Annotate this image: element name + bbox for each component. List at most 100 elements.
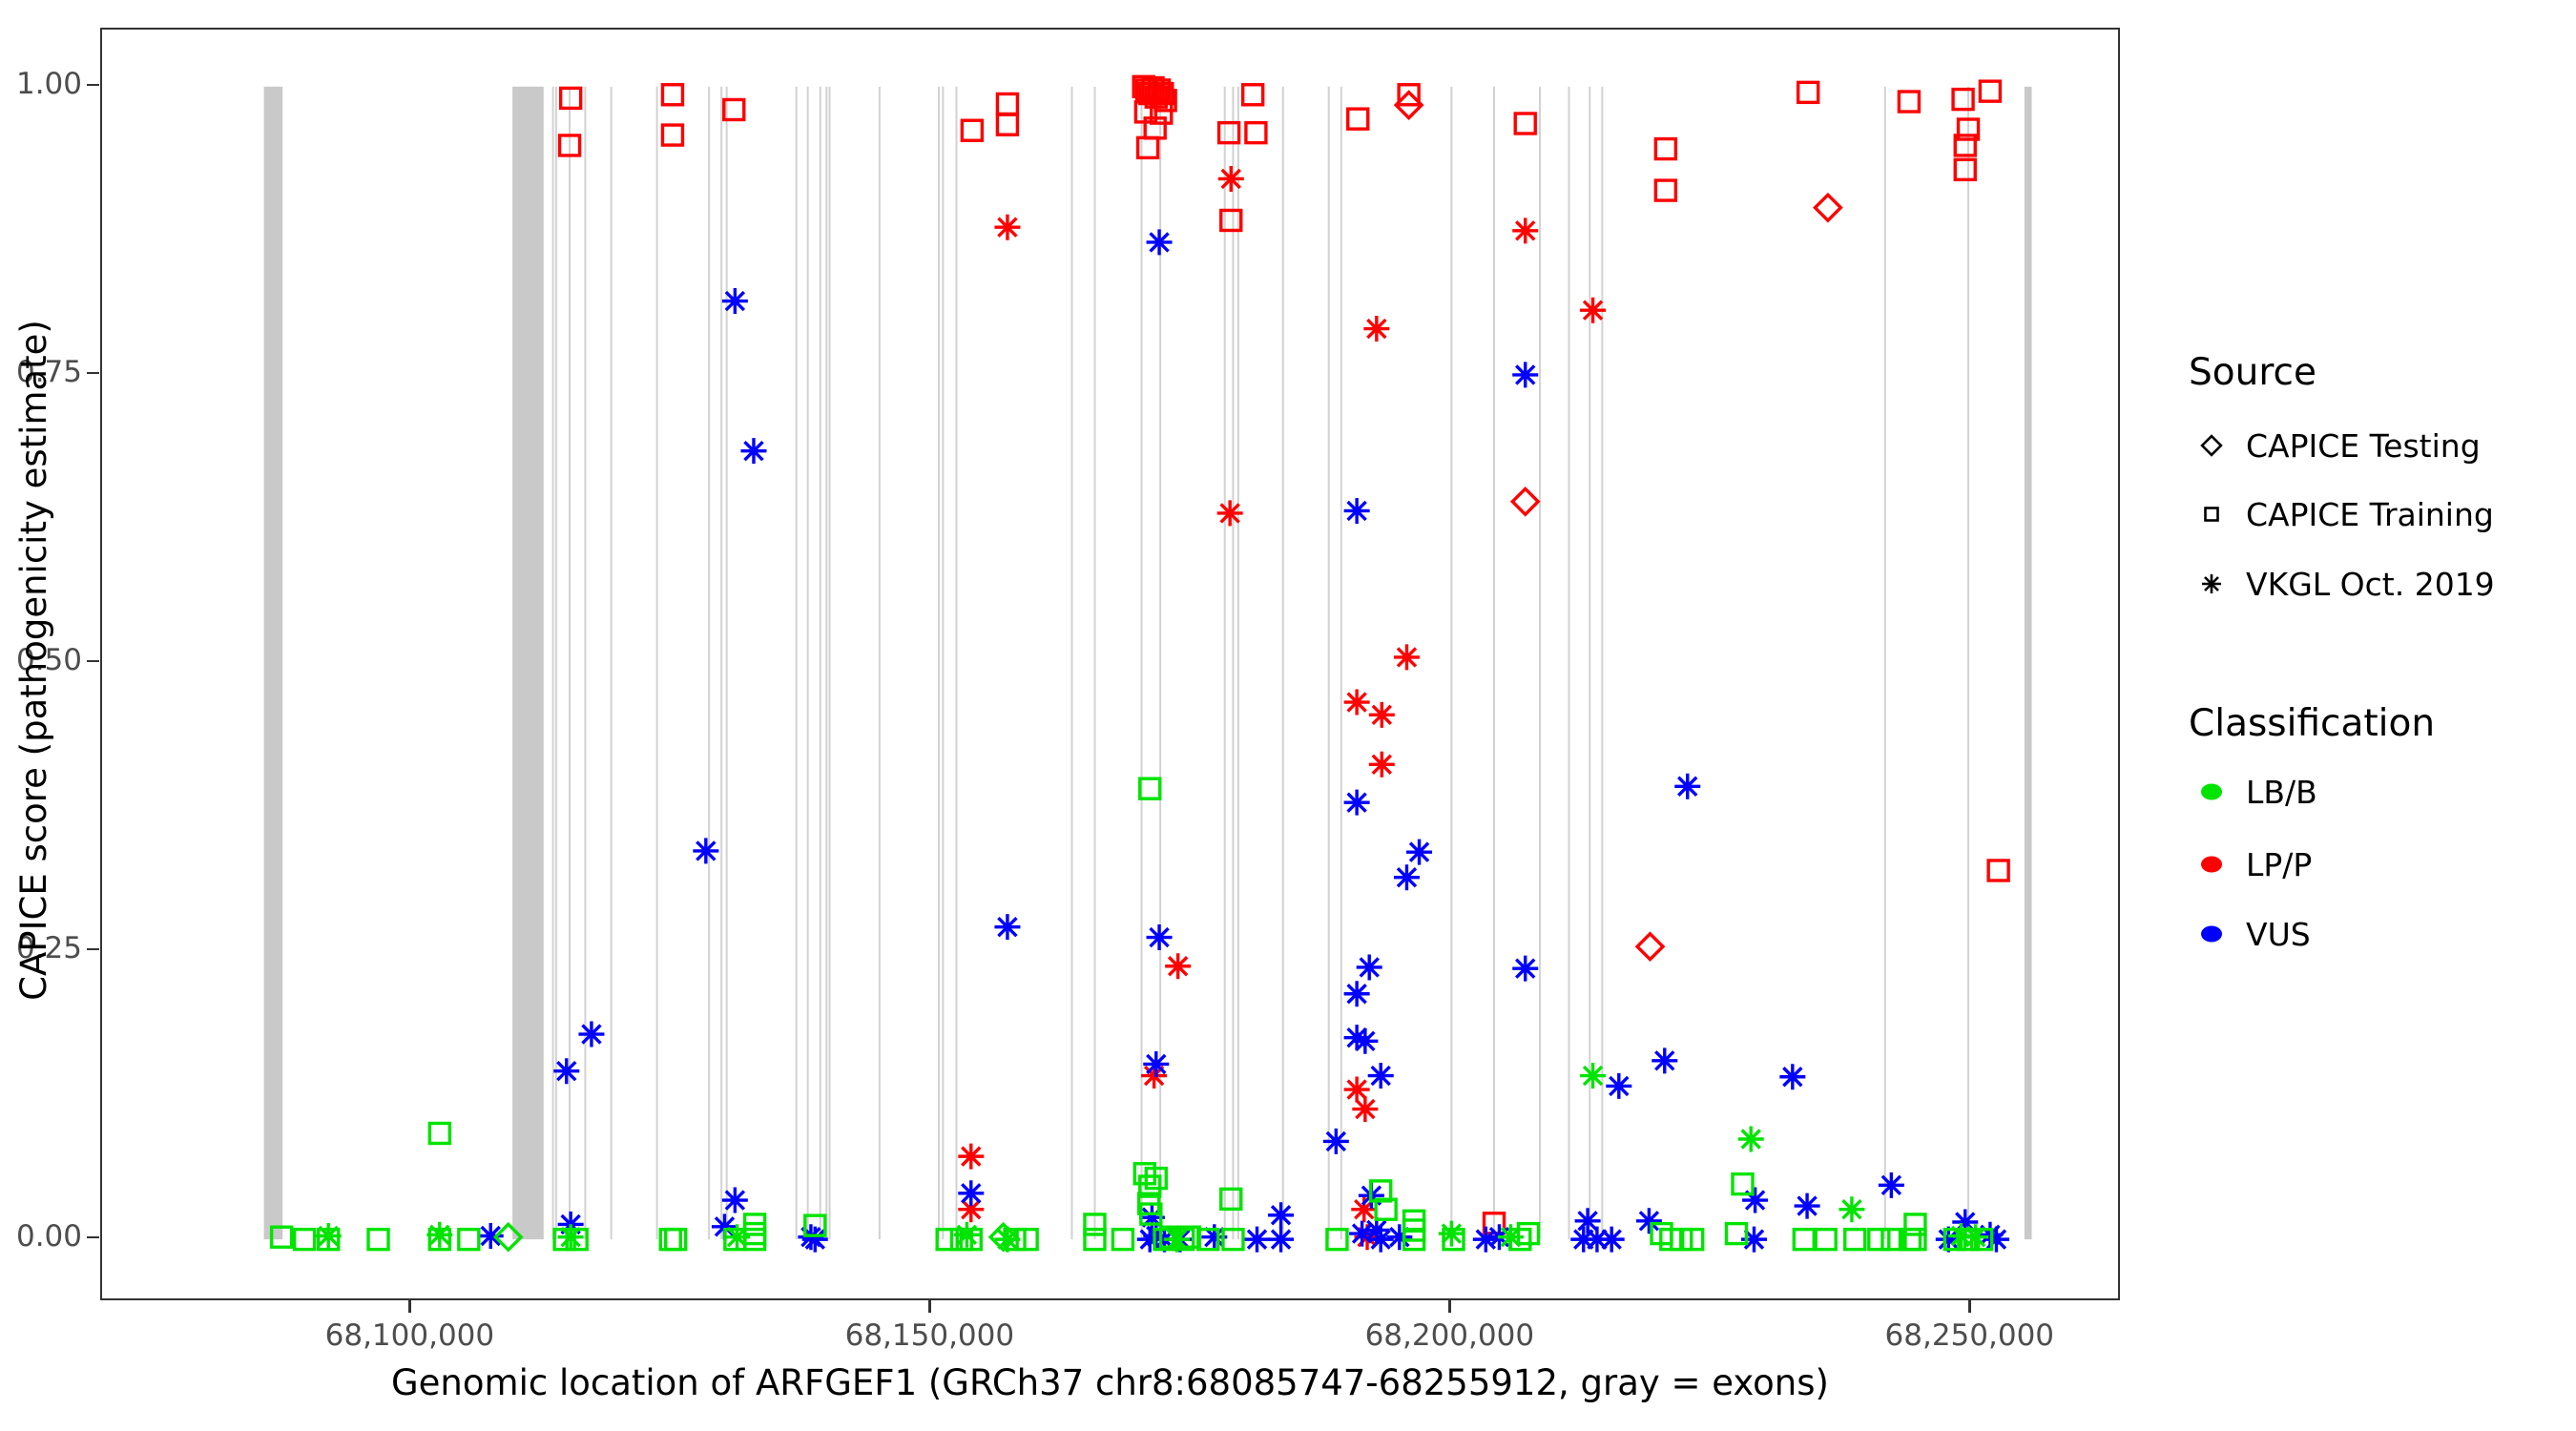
exon-line xyxy=(1223,86,1226,1240)
data-point-asterisk xyxy=(1737,1126,1764,1152)
data-point-asterisk xyxy=(994,1226,1021,1253)
y-tick-mark xyxy=(87,1235,99,1239)
exon-bar xyxy=(512,86,544,1240)
data-point-square xyxy=(1397,83,1421,107)
x-tick-mark xyxy=(1448,1300,1451,1313)
legend-item-label: VUS xyxy=(2246,915,2311,953)
data-point-asterisk xyxy=(801,1226,828,1253)
data-point-asterisk xyxy=(1574,1208,1601,1234)
y-tick-mark xyxy=(87,83,99,87)
exon-line xyxy=(1450,86,1453,1240)
scatter-plot xyxy=(263,74,2032,1253)
data-point-square xyxy=(660,83,685,107)
data-point-asterisk xyxy=(1580,297,1607,323)
exon-line xyxy=(655,86,658,1240)
exon-line xyxy=(1589,86,1591,1240)
data-point-asterisk xyxy=(553,1058,580,1085)
data-point-square xyxy=(1083,1213,1107,1236)
data-point-square xyxy=(1951,87,1975,112)
exon-line xyxy=(1568,86,1570,1240)
exon-line xyxy=(1232,86,1235,1240)
legend-item-capice-testing: CAPICE Testing xyxy=(2189,423,2481,468)
data-point-square xyxy=(1516,1221,1541,1246)
legend-item-label: CAPICE Training xyxy=(2246,495,2494,533)
data-point-asterisk xyxy=(1584,1226,1610,1253)
exon-line xyxy=(1538,86,1541,1240)
data-point-diamond xyxy=(987,1221,1019,1253)
diamond-icon xyxy=(2189,423,2234,468)
data-point-asterisk xyxy=(1141,1063,1168,1089)
exon-line xyxy=(1967,86,1970,1240)
data-point-square xyxy=(1219,208,1243,233)
x-tick-label: 68,150,000 xyxy=(844,1318,1015,1353)
data-point-square xyxy=(742,1227,767,1252)
data-point-asterisk xyxy=(1322,1128,1349,1154)
data-point-square xyxy=(1956,117,1981,141)
data-point-asterisk xyxy=(1146,229,1173,256)
data-point-asterisk xyxy=(557,1224,584,1251)
data-point-asterisk xyxy=(1363,1216,1390,1243)
data-point-square xyxy=(1653,178,1678,202)
data-point-asterisk xyxy=(1268,1202,1295,1229)
data-point-square xyxy=(995,92,1020,116)
data-point-asterisk xyxy=(1512,955,1539,982)
data-point-asterisk xyxy=(693,838,719,864)
data-point-square xyxy=(1867,1227,1891,1252)
data-point-asterisk xyxy=(1164,1226,1191,1253)
exon-line xyxy=(878,86,881,1240)
data-point-asterisk xyxy=(1136,1226,1163,1253)
x-axis-title: Genomic location of ARFGEF1 (GRCh37 chr8… xyxy=(391,1362,1829,1403)
square-icon xyxy=(2189,491,2234,537)
data-point-asterisk xyxy=(1674,773,1701,799)
exon-line xyxy=(1093,86,1096,1240)
data-point-square xyxy=(1903,1227,1927,1252)
data-point-asterisk xyxy=(1580,1063,1607,1089)
data-point-asterisk xyxy=(1598,1226,1625,1253)
y-tick-label: 0.50 xyxy=(15,642,82,677)
legend-item-lpp: LP/P xyxy=(2189,841,2312,887)
lbb-dot-icon xyxy=(2189,769,2234,815)
data-point-square xyxy=(1680,1227,1705,1252)
data-point-square xyxy=(722,97,746,122)
data-point-asterisk xyxy=(1343,789,1370,816)
data-point-square xyxy=(1325,1227,1349,1252)
data-point-square xyxy=(1513,112,1537,135)
data-point-square xyxy=(1843,1227,1867,1252)
data-point-square xyxy=(1792,1227,1817,1252)
exon-line xyxy=(1159,86,1162,1240)
data-point-asterisk xyxy=(1952,1209,1979,1235)
data-point-asterisk xyxy=(1343,1076,1370,1103)
legend-item-label: VKGL Oct. 2019 xyxy=(2246,565,2495,603)
data-point-asterisk xyxy=(1352,1027,1379,1054)
exon-line xyxy=(569,86,571,1240)
data-point-square xyxy=(1221,1227,1245,1252)
data-point-square xyxy=(1139,1202,1163,1226)
data-point-square xyxy=(658,1227,682,1252)
data-point-square xyxy=(664,1227,688,1252)
data-point-square xyxy=(1138,777,1162,800)
x-tick-label: 68,250,000 xyxy=(1884,1318,2055,1353)
data-point-asterisk xyxy=(1512,362,1539,388)
plot-panel xyxy=(100,28,2120,1300)
exon-line xyxy=(720,86,723,1240)
data-point-asterisk xyxy=(958,1180,985,1207)
data-point-square xyxy=(1953,157,1977,182)
data-point-asterisk xyxy=(1367,1226,1394,1253)
data-point-asterisk xyxy=(724,1224,751,1251)
data-point-asterisk xyxy=(1351,1196,1378,1223)
data-point-asterisk xyxy=(1165,953,1192,980)
data-point-asterisk xyxy=(315,1223,342,1250)
legend-item-vus: VUS xyxy=(2189,911,2311,957)
x-tick-mark xyxy=(408,1300,411,1313)
exon-line xyxy=(1281,86,1284,1240)
data-point-diamond xyxy=(1813,192,1843,223)
data-point-asterisk xyxy=(1352,1096,1379,1123)
data-point-asterisk xyxy=(1406,839,1433,865)
lpp-dot-icon xyxy=(2189,841,2234,887)
asterisk-icon xyxy=(2189,561,2234,607)
data-point-asterisk xyxy=(1742,1187,1769,1213)
data-point-asterisk xyxy=(958,1196,985,1223)
data-point-asterisk xyxy=(1143,1223,1170,1250)
data-point-asterisk xyxy=(1343,497,1370,524)
data-point-asterisk xyxy=(1343,1025,1370,1051)
